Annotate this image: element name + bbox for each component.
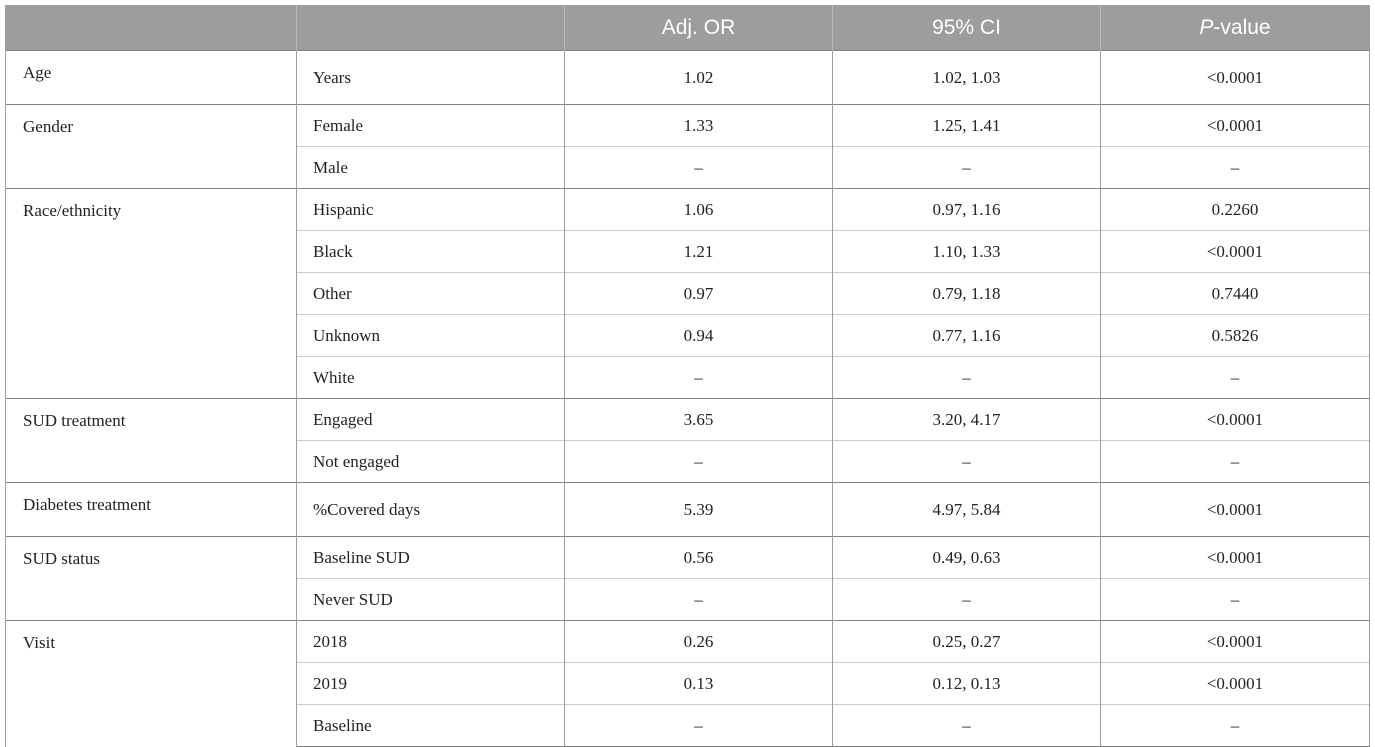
adj-or-cell: 1.02 bbox=[564, 50, 833, 105]
ci-cell: 3.20, 4.17 bbox=[832, 398, 1101, 441]
ci-cell: – bbox=[832, 146, 1101, 189]
p-value-cell: <0.0001 bbox=[1100, 50, 1370, 105]
adj-or-cell: 1.21 bbox=[564, 230, 833, 273]
ci-cell: 0.49, 0.63 bbox=[832, 536, 1101, 579]
adj-or-cell: 5.39 bbox=[564, 482, 833, 537]
p-value-cell: – bbox=[1100, 578, 1370, 621]
adj-or-cell: 1.06 bbox=[564, 188, 833, 231]
ci-cell: 0.79, 1.18 bbox=[832, 272, 1101, 315]
table-row: Black 1.21 1.10, 1.33 <0.0001 bbox=[6, 230, 1370, 273]
adj-or-cell: 0.97 bbox=[564, 272, 833, 315]
header-row: Adj. OR 95% CI P-value bbox=[5, 5, 1370, 51]
p-value-cell: <0.0001 bbox=[1100, 620, 1370, 663]
table-row: Visit 2018 0.26 0.25, 0.27 <0.0001 bbox=[5, 620, 1370, 747]
p-value-cell: – bbox=[1100, 146, 1370, 189]
level-cell: Female bbox=[296, 104, 565, 147]
regression-results-table: Adj. OR 95% CI P-value Age Years 1.02 1.… bbox=[5, 5, 1370, 747]
ci-cell: – bbox=[832, 704, 1101, 747]
level-cell: Other bbox=[296, 272, 565, 315]
table-row: Male – – – bbox=[6, 146, 1370, 189]
table-row: Not engaged – – – bbox=[6, 440, 1370, 483]
level-cell: Never SUD bbox=[296, 578, 565, 621]
header-variable bbox=[5, 5, 297, 51]
level-cell: Unknown bbox=[296, 314, 565, 357]
table-row: Unknown 0.94 0.77, 1.16 0.5826 bbox=[6, 314, 1370, 357]
variable-group-sud-status: SUD status bbox=[5, 536, 297, 621]
variable-group-sud-treatment: SUD treatment bbox=[5, 398, 297, 483]
ci-cell: 0.25, 0.27 bbox=[832, 620, 1101, 663]
ci-cell: 4.97, 5.84 bbox=[832, 482, 1101, 537]
p-value-cell: – bbox=[1100, 704, 1370, 747]
table-row: Gender Female 1.33 1.25, 1.41 <0.0001 bbox=[5, 104, 1370, 189]
variable-group-diabetes-treatment: Diabetes treatment bbox=[5, 482, 297, 537]
variable-group-visit: Visit bbox=[5, 620, 297, 747]
table-body: Age Years 1.02 1.02, 1.03 <0.0001 Gender… bbox=[5, 50, 1370, 747]
ci-cell: 1.02, 1.03 bbox=[832, 50, 1101, 105]
ci-cell: 0.12, 0.13 bbox=[832, 662, 1101, 705]
adj-or-cell: 0.56 bbox=[564, 536, 833, 579]
table-row: SUD status Baseline SUD 0.56 0.49, 0.63 … bbox=[5, 536, 1370, 621]
p-value-cell: <0.0001 bbox=[1100, 536, 1370, 579]
adj-or-cell: – bbox=[564, 578, 833, 621]
level-cell: Not engaged bbox=[296, 440, 565, 483]
adj-or-cell: – bbox=[564, 440, 833, 483]
table-row: 2019 0.13 0.12, 0.13 <0.0001 bbox=[6, 662, 1370, 705]
level-cell: Hispanic bbox=[296, 188, 565, 231]
table-row: Age Years 1.02 1.02, 1.03 <0.0001 bbox=[5, 50, 1370, 105]
ci-cell: 1.25, 1.41 bbox=[832, 104, 1101, 147]
table-row: White – – – bbox=[6, 356, 1370, 399]
header-adj-or: Adj. OR bbox=[564, 5, 833, 51]
p-value-cell: – bbox=[1100, 356, 1370, 399]
adj-or-cell: – bbox=[564, 146, 833, 189]
adj-or-cell: 3.65 bbox=[564, 398, 833, 441]
p-value-cell: <0.0001 bbox=[1100, 662, 1370, 705]
header-p-letter: P bbox=[1199, 15, 1214, 39]
header-level bbox=[296, 5, 565, 51]
adj-or-cell: 0.94 bbox=[564, 314, 833, 357]
table-row: Diabetes treatment %Covered days 5.39 4.… bbox=[5, 482, 1370, 537]
level-cell: %Covered days bbox=[296, 482, 565, 537]
level-cell: Baseline SUD bbox=[296, 536, 565, 579]
ci-cell: – bbox=[832, 440, 1101, 483]
variable-group-gender: Gender bbox=[5, 104, 297, 189]
header-95-ci: 95% CI bbox=[832, 5, 1101, 51]
p-value-cell: – bbox=[1100, 440, 1370, 483]
level-cell: Male bbox=[296, 146, 565, 189]
p-value-cell: <0.0001 bbox=[1100, 482, 1370, 537]
ci-cell: – bbox=[832, 356, 1101, 399]
adj-or-cell: 1.33 bbox=[564, 104, 833, 147]
level-cell: White bbox=[296, 356, 565, 399]
table-row: SUD treatment Engaged 3.65 3.20, 4.17 <0… bbox=[5, 398, 1370, 483]
p-value-cell: 0.5826 bbox=[1100, 314, 1370, 357]
p-value-cell: 0.2260 bbox=[1100, 188, 1370, 231]
p-value-cell: <0.0001 bbox=[1100, 230, 1370, 273]
header-p-suffix: -value bbox=[1213, 15, 1271, 39]
adj-or-cell: – bbox=[564, 704, 833, 747]
ci-cell: – bbox=[832, 578, 1101, 621]
ci-cell: 0.97, 1.16 bbox=[832, 188, 1101, 231]
table-header: Adj. OR 95% CI P-value bbox=[5, 5, 1370, 51]
level-cell: Baseline bbox=[296, 704, 565, 747]
p-value-cell: <0.0001 bbox=[1100, 104, 1370, 147]
level-cell: 2019 bbox=[296, 662, 565, 705]
level-cell: Engaged bbox=[296, 398, 565, 441]
variable-group-race-ethnicity: Race/ethnicity bbox=[5, 188, 297, 399]
adj-or-cell: 0.13 bbox=[564, 662, 833, 705]
variable-group-age: Age bbox=[5, 50, 297, 105]
table-row: Race/ethnicity Hispanic 1.06 0.97, 1.16 … bbox=[5, 188, 1370, 399]
ci-cell: 0.77, 1.16 bbox=[832, 314, 1101, 357]
adj-or-cell: 0.26 bbox=[564, 620, 833, 663]
ci-cell: 1.10, 1.33 bbox=[832, 230, 1101, 273]
header-p-value: P-value bbox=[1100, 5, 1370, 51]
level-cell: Black bbox=[296, 230, 565, 273]
table-row: Other 0.97 0.79, 1.18 0.7440 bbox=[6, 272, 1370, 315]
table-row: Never SUD – – – bbox=[6, 578, 1370, 621]
level-cell: Years bbox=[296, 50, 565, 105]
p-value-cell: 0.7440 bbox=[1100, 272, 1370, 315]
p-value-cell: <0.0001 bbox=[1100, 398, 1370, 441]
level-cell: 2018 bbox=[296, 620, 565, 663]
adj-or-cell: – bbox=[564, 356, 833, 399]
